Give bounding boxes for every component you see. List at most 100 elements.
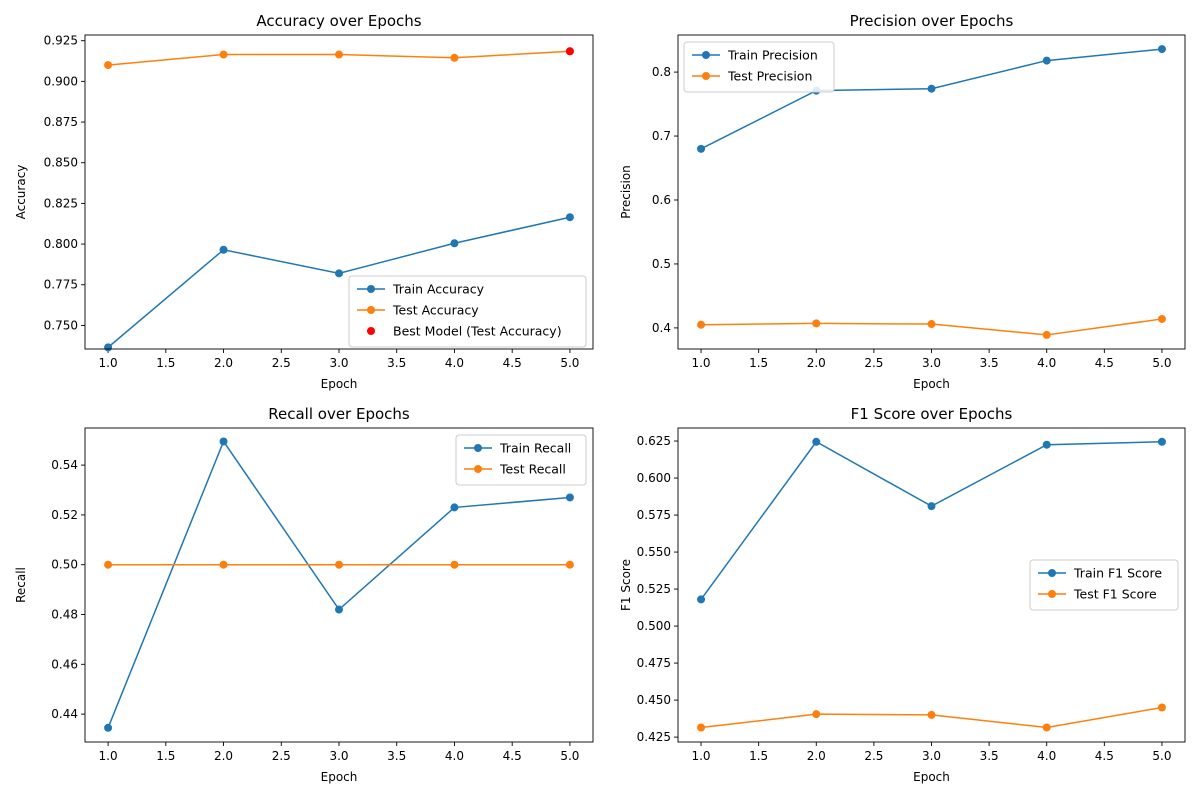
data-point [697, 595, 706, 604]
x-tick-label: 4.0 [1037, 749, 1056, 763]
data-point [450, 239, 459, 248]
y-tick-label: 0.4 [652, 321, 671, 335]
legend-label: Train Recall [499, 441, 571, 456]
data-point [335, 269, 343, 278]
x-tick-label: 5.0 [1152, 356, 1171, 370]
y-tick-label: 0.7 [652, 129, 671, 143]
data-point [219, 245, 228, 254]
x-axis-label: Epoch [913, 770, 950, 784]
chart-title: Recall over Epochs [268, 405, 410, 423]
x-tick-label: 2.0 [214, 749, 233, 763]
x-tick-label: 4.5 [1095, 749, 1114, 763]
data-point [1157, 314, 1166, 323]
y-tick-label: 0.850 [44, 156, 78, 170]
chart-panel-2: Precision over Epochs 1.0 1.5 2.0 2.5 3.0 3.5 4… [619, 12, 1186, 391]
x-axis-label: Epoch [321, 770, 358, 784]
data-point [450, 53, 459, 62]
y-tick-label: 0.800 [44, 237, 78, 251]
data-point [927, 320, 936, 329]
y-axis-label: Precision [619, 165, 633, 219]
y-tick-label: 0.550 [637, 545, 671, 559]
data-point [219, 50, 228, 59]
x-tick-label: 1.5 [749, 749, 768, 763]
legend-marker [474, 465, 482, 473]
x-tick-label: 4.5 [1095, 356, 1114, 370]
x-tick-label: 1.0 [99, 749, 118, 763]
x-tick-label: 5.0 [560, 356, 579, 370]
data-point [1042, 330, 1051, 339]
x-tick-label: 3.5 [387, 749, 406, 763]
data-point [450, 560, 459, 569]
chart-title: Precision over Epochs [850, 12, 1014, 30]
y-tick-label: 0.46 [51, 657, 78, 671]
data-point [335, 560, 343, 569]
data-point [335, 50, 343, 59]
x-tick-label: 3.0 [922, 356, 941, 370]
x-tick-label: 2.0 [807, 356, 826, 370]
x-tick-label: 4.5 [503, 356, 522, 370]
axes-frame [84, 427, 594, 743]
x-tick-label: 2.0 [807, 749, 826, 763]
x-tick-label: 3.5 [387, 356, 406, 370]
y-tick-label: 0.875 [44, 115, 78, 129]
axes-frame [677, 427, 1186, 743]
y-tick-label: 0.52 [51, 508, 78, 522]
data-point [812, 319, 821, 328]
data-point [697, 144, 706, 153]
data-point [1157, 45, 1166, 54]
data-point [697, 723, 706, 732]
data-point [565, 493, 574, 502]
y-tick-label: 0.900 [44, 74, 78, 88]
y-tick-label: 0.425 [637, 730, 671, 744]
y-tick-label: 0.825 [44, 196, 78, 210]
data-point [565, 213, 574, 222]
y-tick-label: 0.925 [44, 34, 78, 48]
x-tick-label: 1.5 [749, 356, 768, 370]
y-tick-label: 0.500 [637, 619, 671, 633]
data-point [1157, 437, 1166, 446]
data-point [927, 84, 936, 93]
x-tick-label: 5.0 [560, 749, 579, 763]
y-axis-label: Accuracy [14, 165, 28, 220]
x-axis-label: Epoch [321, 377, 358, 391]
legend-marker [1048, 569, 1056, 577]
data-point [697, 320, 706, 329]
x-tick-label: 3.0 [329, 356, 348, 370]
data-point [565, 560, 574, 569]
legend-label: Test Precision [727, 69, 812, 84]
y-axis-label: Recall [14, 567, 28, 603]
data-point [219, 560, 228, 569]
data-point [450, 503, 459, 512]
x-axis-label: Epoch [913, 377, 950, 391]
y-tick-label: 0.6 [652, 193, 671, 207]
y-tick-label: 0.775 [44, 278, 78, 292]
legend: Train F1 Score Test F1 Score [1029, 559, 1179, 611]
data-point [1042, 723, 1051, 732]
x-tick-label: 3.5 [980, 356, 999, 370]
x-tick-label: 2.5 [864, 356, 883, 370]
legend: Train Accuracy Test Accuracy Best Model (T… [348, 275, 587, 348]
chart-panel-4: F1 Score over Epochs 1.0 1.5 2.0 2.5 3.0 3.5 4.… [619, 405, 1186, 784]
legend-marker [1048, 590, 1056, 598]
y-tick-label: 0.575 [637, 508, 671, 522]
legend-marker [367, 327, 375, 335]
data-point [104, 560, 113, 569]
x-tick-label: 3.0 [329, 749, 348, 763]
legend-box [683, 41, 835, 93]
y-tick-label: 0.50 [51, 558, 78, 572]
y-tick-label: 0.600 [637, 471, 671, 485]
legend: Train Recall Test Recall [455, 434, 587, 486]
legend-label: Test F1 Score [1073, 587, 1157, 602]
y-tick-label: 0.750 [44, 318, 78, 332]
x-tick-label: 3.0 [922, 749, 941, 763]
legend-label: Test Accuracy [392, 303, 479, 318]
chart-panel-1: Accuracy over Epochs 1.0 1.5 2.0 2.5 3.0 3.5 4.… [14, 12, 594, 391]
x-tick-label: 2.5 [272, 749, 291, 763]
data-point [927, 710, 936, 719]
x-tick-label: 1.5 [156, 356, 175, 370]
best-model-point [565, 47, 574, 56]
x-tick-label: 4.0 [445, 749, 464, 763]
data-point [104, 723, 113, 732]
x-tick-label: 1.5 [156, 749, 175, 763]
